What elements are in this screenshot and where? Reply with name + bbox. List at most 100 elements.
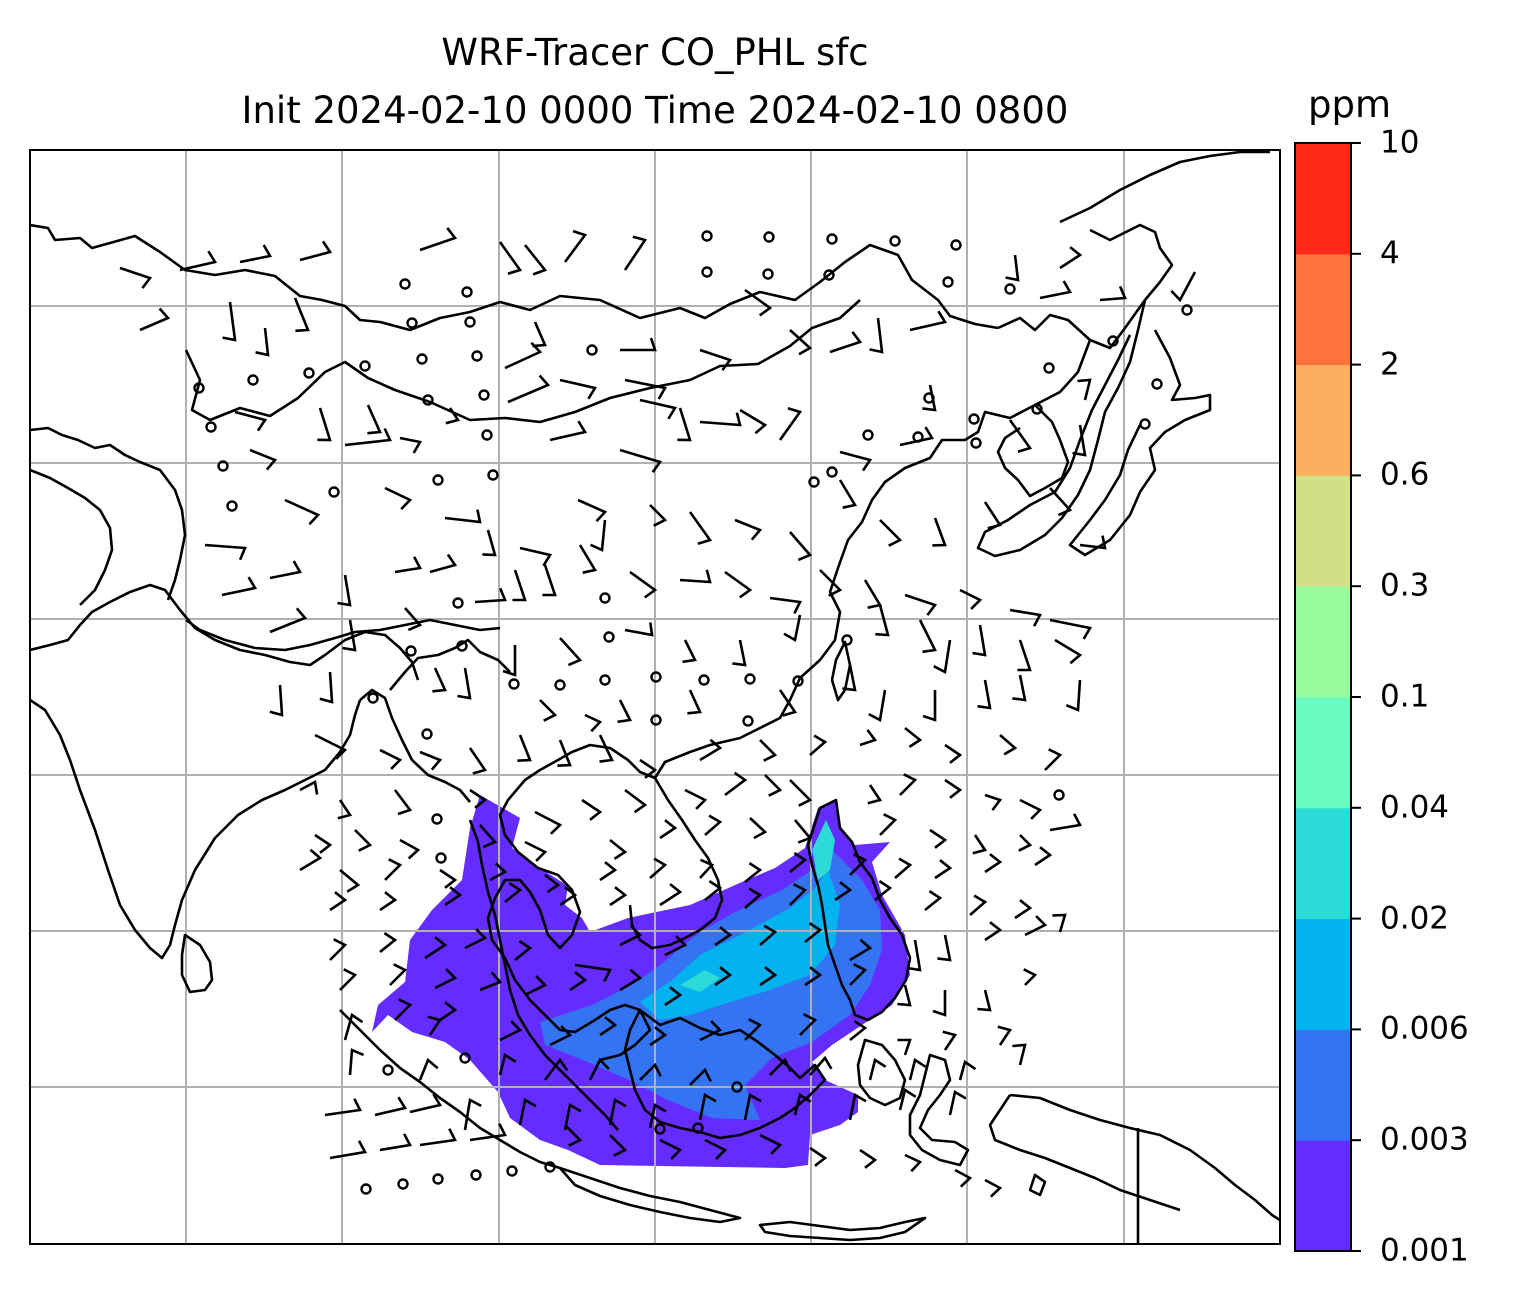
calm-wind-marker — [217, 460, 229, 472]
wind-barb — [907, 939, 922, 972]
wind-barb — [869, 317, 884, 354]
calm-wind-marker — [367, 692, 379, 704]
calm-wind-marker — [599, 592, 611, 604]
wind-barb — [394, 556, 422, 574]
coastline-segment — [830, 640, 852, 702]
wind-barb — [769, 596, 802, 614]
wind-barb — [404, 607, 423, 632]
wind-barb — [518, 1097, 537, 1126]
coastline-segment — [988, 1094, 1181, 1212]
wind-barb — [609, 838, 628, 860]
calm-wind-marker — [481, 429, 493, 441]
wind-barb — [542, 564, 557, 597]
wind-barb — [908, 1057, 927, 1081]
colorbar-tick-label: 0.3 — [1380, 567, 1430, 604]
wind-barb — [743, 1092, 762, 1121]
wind-barb — [894, 857, 913, 879]
wind-barb — [1065, 679, 1082, 712]
wind-barb — [1044, 748, 1063, 771]
wind-barb — [677, 407, 692, 442]
wind-barb — [379, 1133, 412, 1152]
wind-barb — [842, 664, 857, 692]
wind-barb — [809, 1055, 833, 1076]
wind-barb — [499, 1020, 523, 1042]
wind-barb — [804, 966, 823, 987]
wind-barb — [609, 886, 628, 907]
map-frame — [29, 149, 1281, 1245]
wind-barb — [479, 971, 503, 992]
wind-barb — [434, 968, 458, 990]
colorbar-tick-label: 0.04 — [1380, 789, 1450, 826]
wind-barb — [393, 789, 413, 816]
wind-barb — [549, 420, 588, 442]
wind-barb — [1034, 846, 1053, 867]
wind-barb — [948, 1089, 967, 1116]
wind-barb — [679, 569, 712, 584]
calm-wind-marker — [968, 413, 980, 425]
calm-wind-marker — [603, 631, 615, 643]
wind-barb — [899, 426, 935, 447]
wind-barb — [977, 679, 992, 710]
wind-barb — [899, 773, 918, 796]
wind-barb — [608, 1097, 627, 1126]
wind-barb — [1072, 424, 1087, 457]
calm-wind-marker — [205, 421, 217, 433]
wind-barb — [794, 819, 813, 844]
calm-wind-marker — [432, 474, 444, 486]
wind-barb — [384, 858, 403, 881]
calm-wind-marker — [471, 350, 483, 362]
calm-wind-marker — [459, 1052, 471, 1064]
wind-barb — [804, 922, 823, 944]
coastline-segment — [30, 426, 187, 601]
colorbar-segment — [1295, 475, 1351, 587]
calm-wind-marker — [942, 276, 954, 288]
calm-wind-marker — [654, 1123, 666, 1135]
wind-barb — [314, 733, 348, 760]
wind-barb — [324, 1098, 362, 1117]
wind-barb — [924, 890, 943, 912]
calm-wind-marker — [1004, 283, 1016, 295]
wind-barb — [343, 1012, 364, 1041]
wind-barb — [384, 486, 413, 511]
wind-barb — [624, 378, 668, 400]
wind-barb — [293, 297, 310, 333]
wind-barb — [984, 793, 1003, 811]
wind-barb — [984, 921, 1003, 942]
calm-wind-marker — [763, 231, 775, 243]
calm-wind-marker — [360, 1183, 372, 1195]
wind-barb — [789, 531, 813, 562]
calm-wind-marker — [862, 429, 874, 441]
wind-barb — [863, 579, 883, 609]
calm-wind-marker — [247, 374, 259, 386]
coastline-segment — [30, 468, 114, 606]
colorbar-segment — [1295, 364, 1351, 476]
wind-barb — [329, 891, 348, 912]
wind-barb — [444, 509, 482, 524]
wind-barb — [1024, 915, 1048, 937]
wind-barb — [609, 1134, 628, 1157]
wind-barb — [682, 639, 697, 664]
wind-barb — [1012, 674, 1027, 702]
wind-barb — [972, 834, 988, 855]
calm-wind-marker — [506, 1165, 518, 1177]
wind-barb — [419, 1128, 457, 1147]
wind-barb — [502, 645, 517, 677]
wind-barb — [1039, 280, 1073, 300]
wind-barb — [1079, 535, 1107, 550]
wind-barb — [649, 857, 668, 879]
calm-wind-marker — [823, 269, 835, 281]
plume-level-4 — [680, 820, 835, 992]
wind-barb — [299, 848, 323, 872]
coastline-segment — [806, 798, 912, 1022]
wind-barb — [759, 739, 778, 762]
wind-barb — [859, 1148, 878, 1169]
wind-barb — [922, 690, 937, 722]
wind-barb — [1049, 487, 1073, 517]
wind-barb — [659, 1138, 683, 1160]
colorbar-segment — [1295, 1029, 1351, 1141]
calm-wind-marker — [950, 239, 962, 251]
wind-barb — [564, 1124, 583, 1147]
wind-barb — [918, 619, 937, 654]
wind-barb — [759, 966, 778, 987]
wind-barb — [868, 1057, 887, 1081]
